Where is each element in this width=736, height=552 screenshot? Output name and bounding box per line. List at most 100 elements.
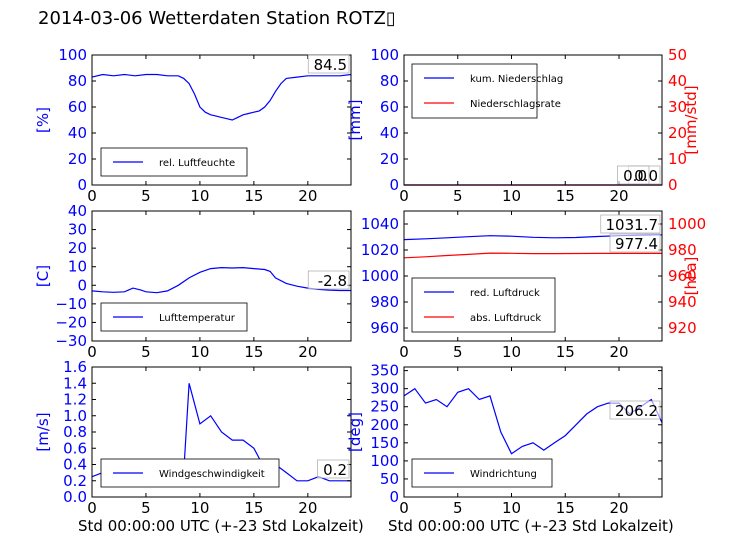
series-line-wind_dir-0 bbox=[403, 387, 663, 455]
x-tick-label-wind_speed: 10 bbox=[190, 499, 209, 517]
y-tick-label-precip: 100 bbox=[370, 46, 399, 64]
x-tick-label-pressure: 10 bbox=[502, 343, 521, 361]
x-tick-label-precip: 20 bbox=[609, 187, 628, 205]
x-tick-label-temperature: 5 bbox=[141, 343, 151, 361]
plot-frame-precip bbox=[403, 54, 663, 186]
y-tick-label-precip: 0 bbox=[389, 176, 399, 194]
plot-frame-temperature bbox=[91, 210, 352, 342]
y2-tick-label-precip: 40 bbox=[668, 72, 687, 90]
panel-wind_speed bbox=[91, 366, 352, 498]
panel-temperature bbox=[91, 210, 352, 342]
y-tick-label-precip: 20 bbox=[380, 150, 399, 168]
y-tick-label-wind_dir: 100 bbox=[370, 452, 399, 470]
y-tick-label-precip: 60 bbox=[380, 98, 399, 116]
y2-axis-label-pressure: [hPa] bbox=[682, 257, 700, 296]
series-line-pressure-1 bbox=[403, 252, 662, 259]
legend-label-temperature: Lufttemperatur bbox=[159, 313, 236, 324]
value-annotation-wind_speed: 0.2 bbox=[323, 461, 347, 479]
legend-label-precip: kum. Niederschlag bbox=[470, 74, 563, 85]
value-annotation-pressure: 977.4 bbox=[615, 235, 658, 253]
x-tick-label-humidity: 20 bbox=[298, 187, 317, 205]
value-annotation-box-temperature bbox=[307, 270, 350, 290]
x-tick-label-wind_speed: 0 bbox=[87, 499, 97, 517]
y-tick-label-pressure: 1020 bbox=[361, 241, 399, 259]
value-annotation-humidity: 84.5 bbox=[314, 56, 347, 74]
x-tick-label-humidity: 5 bbox=[141, 187, 151, 205]
value-annotation-box-humidity bbox=[307, 54, 350, 74]
x-axis-label-left: Std 00:00:00 UTC (+-23 Std Lokalzeit) bbox=[78, 517, 364, 535]
x-tick-label-wind_dir: 10 bbox=[502, 499, 521, 517]
y2-tick-label-pressure: 1000 bbox=[668, 215, 706, 233]
x-tick-label-precip: 0 bbox=[399, 187, 409, 205]
legend-label-pressure: red. Luftdruck bbox=[470, 288, 540, 299]
y-tick-label-wind_speed: 0.6 bbox=[63, 439, 87, 457]
y-tick-label-temperature: −30 bbox=[55, 332, 87, 350]
y2-tick-label-precip: 20 bbox=[668, 124, 687, 142]
y2-tick-label-precip: 50 bbox=[668, 46, 687, 64]
x-tick-label-wind_dir: 20 bbox=[609, 499, 628, 517]
x-tick-label-wind_dir: 15 bbox=[556, 499, 575, 517]
y2-tick-label-precip: 0 bbox=[668, 176, 678, 194]
value-annotation-pressure: 1031.7 bbox=[606, 216, 659, 234]
y-tick-label-wind_dir: 250 bbox=[370, 398, 399, 416]
legend-label-humidity: rel. Luftfeuchte bbox=[159, 158, 235, 169]
x-tick-label-precip: 5 bbox=[453, 187, 463, 205]
y-tick-label-pressure: 960 bbox=[370, 319, 399, 337]
x-tick-label-wind_speed: 20 bbox=[298, 499, 317, 517]
y-tick-label-humidity: 40 bbox=[68, 124, 87, 142]
x-tick-label-temperature: 15 bbox=[244, 343, 263, 361]
y2-axis-label-precip: [mm/std] bbox=[682, 85, 700, 154]
panel-wind_dir bbox=[403, 366, 663, 498]
panel-precip bbox=[403, 54, 663, 186]
x-tick-label-humidity: 15 bbox=[244, 187, 263, 205]
y-tick-label-temperature: −20 bbox=[55, 313, 87, 331]
y-tick-label-wind_dir: 50 bbox=[380, 470, 399, 488]
y-axis-label-precip: [mm] bbox=[346, 100, 364, 141]
y-tick-label-wind_speed: 1.4 bbox=[63, 374, 87, 392]
y-tick-label-wind_speed: 0.4 bbox=[63, 456, 87, 474]
x-tick-label-pressure: 5 bbox=[453, 343, 463, 361]
legend-label-pressure: abs. Luftdruck bbox=[470, 313, 541, 324]
legend-box-pressure bbox=[411, 277, 556, 333]
x-tick-label-pressure: 0 bbox=[399, 343, 409, 361]
y-tick-label-wind_speed: 0.2 bbox=[63, 472, 87, 490]
y-tick-label-temperature: 30 bbox=[68, 221, 87, 239]
y-tick-label-pressure: 980 bbox=[370, 293, 399, 311]
y-tick-label-wind_speed: 1.0 bbox=[63, 407, 87, 425]
value-annotation-precip: 0.0 bbox=[634, 167, 658, 185]
y2-tick-label-precip: 30 bbox=[668, 98, 687, 116]
x-tick-label-temperature: 20 bbox=[298, 343, 317, 361]
y-tick-label-pressure: 1000 bbox=[361, 267, 399, 285]
x-tick-label-temperature: 10 bbox=[190, 343, 209, 361]
y-tick-label-precip: 80 bbox=[380, 72, 399, 90]
y-tick-label-wind_speed: 1.2 bbox=[63, 391, 87, 409]
panel-humidity bbox=[91, 54, 352, 186]
y-tick-label-wind_speed: 0.8 bbox=[63, 423, 87, 441]
x-axis-label-right: Std 00:00:00 UTC (+-23 Std Lokalzeit) bbox=[388, 517, 674, 535]
y-tick-label-temperature: 20 bbox=[68, 239, 87, 257]
y-axis-label-wind_speed: [m/s] bbox=[34, 412, 52, 451]
series-line-humidity-0 bbox=[91, 73, 352, 121]
value-annotation-box-wind_dir bbox=[609, 400, 661, 420]
x-tick-label-wind_dir: 5 bbox=[453, 499, 463, 517]
x-tick-label-humidity: 0 bbox=[87, 187, 97, 205]
x-tick-label-precip: 10 bbox=[502, 187, 521, 205]
y-tick-label-wind_speed: 1.6 bbox=[63, 358, 87, 376]
y2-tick-label-pressure: 920 bbox=[668, 319, 697, 337]
series-line-temperature-0 bbox=[91, 266, 351, 294]
value-annotation-box-pressure bbox=[600, 214, 661, 234]
y-tick-label-wind_dir: 200 bbox=[370, 416, 399, 434]
value-annotation-wind_dir: 206.2 bbox=[615, 402, 658, 420]
y-tick-label-pressure: 1040 bbox=[361, 215, 399, 233]
y-tick-label-humidity: 80 bbox=[68, 72, 87, 90]
x-tick-label-wind_speed: 15 bbox=[244, 499, 263, 517]
y2-tick-label-pressure: 980 bbox=[668, 241, 697, 259]
x-tick-label-humidity: 10 bbox=[190, 187, 209, 205]
figure-title: 2014-03-06 Wetterdaten Station ROTZ▯ bbox=[38, 8, 396, 29]
y-tick-label-humidity: 0 bbox=[77, 176, 87, 194]
value-annotation-box-pressure bbox=[609, 233, 661, 253]
y-tick-label-temperature: 40 bbox=[68, 202, 87, 220]
x-tick-label-pressure: 15 bbox=[556, 343, 575, 361]
value-annotation-box-precip bbox=[617, 165, 650, 185]
